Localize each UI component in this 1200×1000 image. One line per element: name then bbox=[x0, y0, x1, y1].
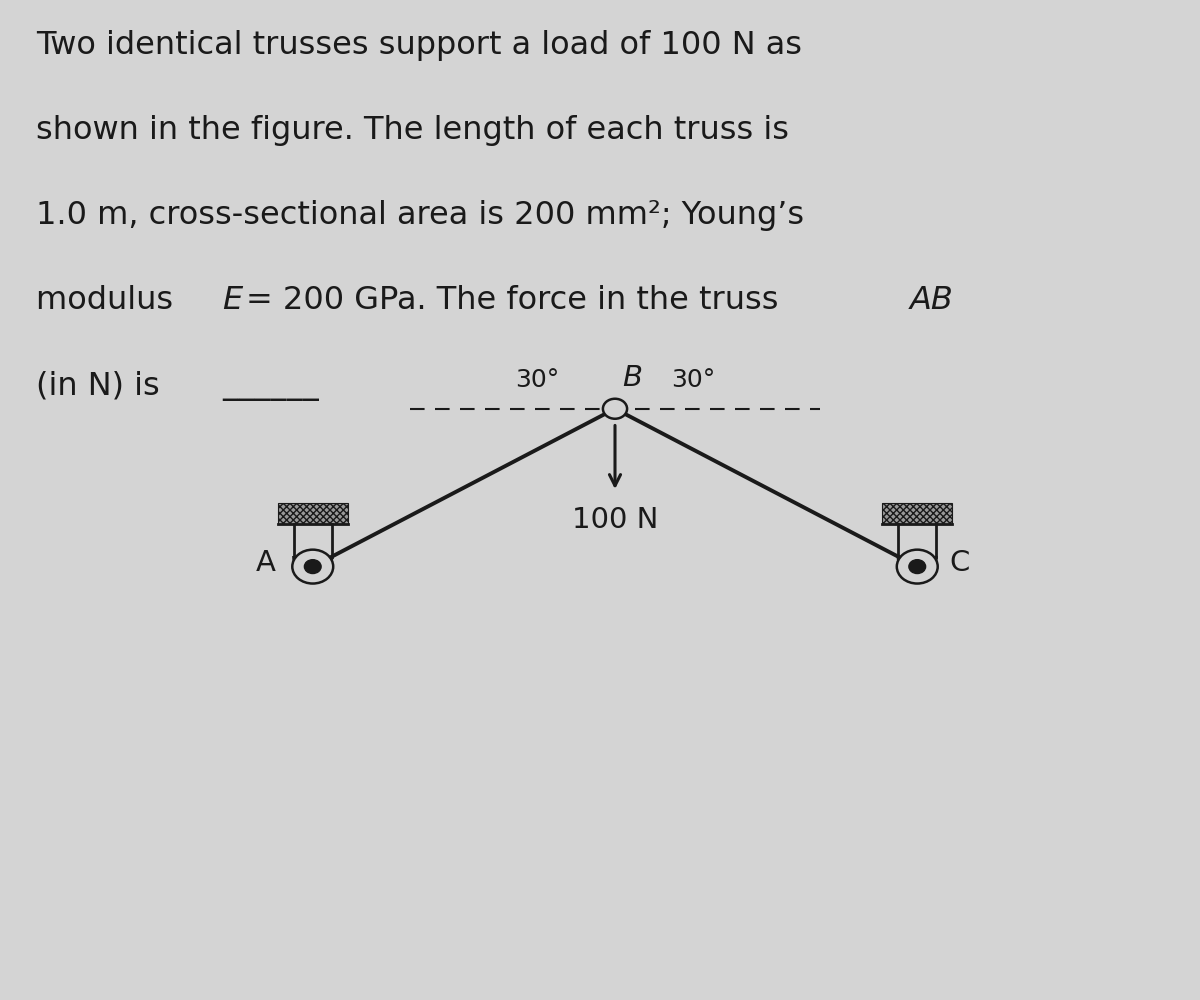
Text: = 200 GPa. The force in the truss: = 200 GPa. The force in the truss bbox=[246, 285, 788, 316]
Circle shape bbox=[602, 399, 628, 419]
Text: 30°: 30° bbox=[671, 368, 715, 392]
Text: B: B bbox=[623, 364, 642, 392]
Text: A: A bbox=[256, 549, 276, 577]
Text: C: C bbox=[950, 549, 970, 577]
Circle shape bbox=[305, 560, 322, 574]
Text: shown in the figure. The length of each truss is: shown in the figure. The length of each … bbox=[36, 115, 790, 146]
Text: ______: ______ bbox=[222, 370, 319, 401]
Circle shape bbox=[293, 550, 334, 584]
Text: AB: AB bbox=[910, 285, 954, 316]
Text: Two identical trusses support a load of 100 N as: Two identical trusses support a load of … bbox=[36, 30, 802, 61]
Circle shape bbox=[896, 550, 937, 584]
Circle shape bbox=[908, 560, 925, 574]
Text: 100 N: 100 N bbox=[572, 506, 658, 534]
Text: E: E bbox=[222, 285, 242, 316]
Text: 1.0 m, cross-sectional area is 200 mm²; Young’s: 1.0 m, cross-sectional area is 200 mm²; … bbox=[36, 200, 804, 231]
Bar bbox=[278, 503, 348, 524]
Text: 30°: 30° bbox=[515, 368, 559, 392]
Bar bbox=[278, 503, 348, 524]
Bar bbox=[882, 503, 952, 524]
Text: (in N) is: (in N) is bbox=[36, 370, 160, 401]
Bar bbox=[882, 503, 952, 524]
Text: modulus: modulus bbox=[36, 285, 184, 316]
